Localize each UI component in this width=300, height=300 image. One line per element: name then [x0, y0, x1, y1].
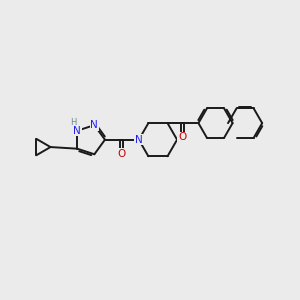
Text: O: O [117, 149, 125, 159]
Text: N: N [74, 126, 81, 136]
Text: N: N [135, 135, 143, 145]
Text: N: N [91, 120, 98, 130]
Text: H: H [70, 118, 76, 127]
Text: O: O [178, 132, 186, 142]
